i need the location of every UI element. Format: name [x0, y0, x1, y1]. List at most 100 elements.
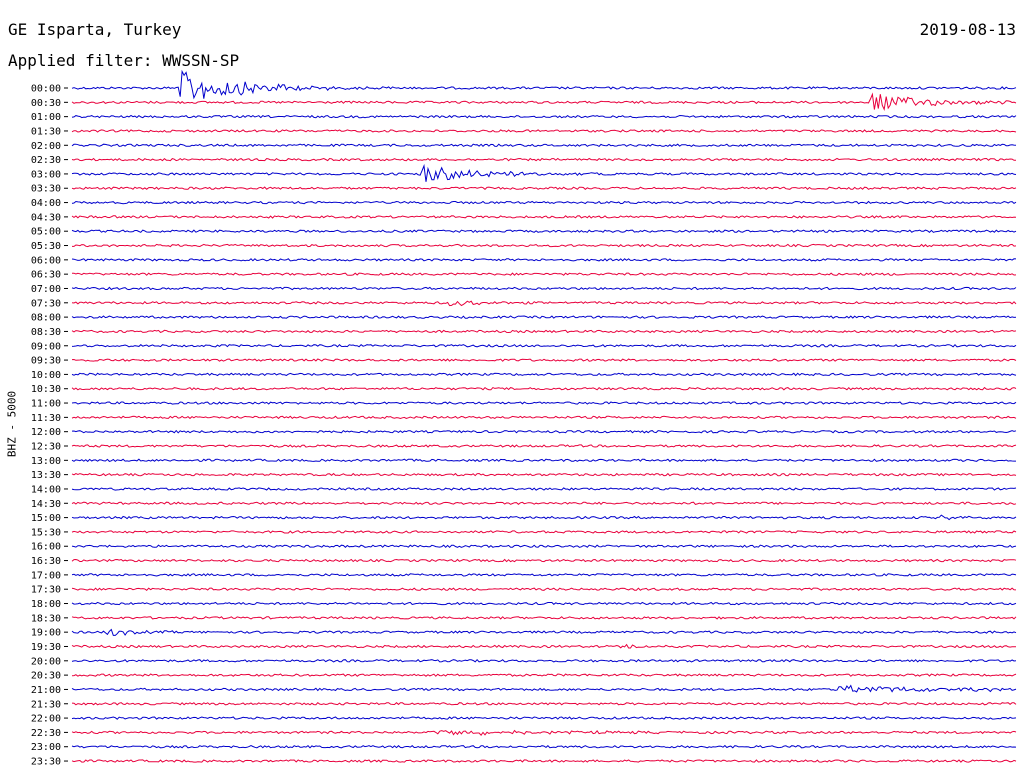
hour-tick-label: 17:00 — [31, 570, 61, 581]
seismic-trace — [71, 143, 1017, 148]
seismic-trace — [71, 429, 1017, 434]
seismic-trace — [71, 587, 1017, 591]
seismic-trace — [71, 501, 1017, 506]
hour-tick-label: 07:00 — [31, 284, 61, 295]
hour-tick-label: 12:00 — [31, 427, 61, 438]
seismic-trace — [71, 343, 1017, 348]
hour-tick-label: 19:30 — [31, 642, 61, 653]
hour-tick-label: 05:30 — [31, 241, 61, 252]
hour-tick-label: 20:00 — [31, 656, 61, 667]
seismic-trace — [71, 716, 1017, 720]
seismic-trace — [71, 163, 1017, 182]
seismic-trace — [71, 114, 1017, 119]
seismic-trace — [71, 286, 1017, 291]
seismic-trace — [71, 514, 1017, 521]
seismic-trace — [71, 759, 1017, 763]
seismic-trace — [71, 372, 1017, 377]
seismic-trace — [71, 729, 1017, 737]
hour-tick-label: 03:30 — [31, 184, 61, 195]
seismic-trace — [71, 628, 1017, 636]
seismic-trace — [71, 315, 1017, 319]
seismic-trace — [71, 544, 1017, 549]
hour-tick-label: 18:30 — [31, 613, 61, 624]
seismic-trace — [71, 186, 1017, 190]
seismic-trace — [71, 200, 1017, 205]
hour-tick-label: 17:30 — [31, 585, 61, 596]
station-title: GE Isparta, Turkey — [8, 20, 182, 39]
hour-tick-label: 08:30 — [31, 327, 61, 338]
hour-tick-label: 05:00 — [31, 227, 61, 238]
hour-tick-label: 04:00 — [31, 198, 61, 209]
seismic-trace — [71, 69, 1017, 100]
hour-tick-label: 08:00 — [31, 313, 61, 324]
seismic-trace — [71, 643, 1017, 649]
seismic-trace — [71, 702, 1017, 706]
hour-tick-label: 09:00 — [31, 341, 61, 352]
hour-tick-label: 02:30 — [31, 155, 61, 166]
seismic-trace — [71, 258, 1017, 262]
seismic-trace — [71, 573, 1017, 577]
seismic-trace — [71, 487, 1017, 491]
hour-tick-label: 22:30 — [31, 728, 61, 739]
hour-tick-label: 10:00 — [31, 370, 61, 381]
seismic-trace — [71, 386, 1017, 391]
hour-tick-label: 10:30 — [31, 384, 61, 395]
hour-tick-label: 23:30 — [31, 757, 61, 768]
seismic-trace — [72, 243, 1017, 248]
hour-tick-label: 18:00 — [31, 599, 61, 610]
hour-tick-label: 20:30 — [31, 671, 61, 682]
seismic-trace — [71, 458, 1016, 463]
hour-tick-label: 15:30 — [31, 527, 61, 538]
seismic-trace — [71, 329, 1017, 334]
seismic-trace — [71, 444, 1017, 448]
hour-tick-label: 11:30 — [31, 413, 61, 424]
seismic-trace — [71, 129, 1017, 133]
hour-tick-label: 07:30 — [31, 298, 61, 309]
hour-tick-label: 21:30 — [31, 699, 61, 710]
hour-tick-label: 01:30 — [31, 126, 61, 137]
hour-tick-label: 13:30 — [31, 470, 61, 481]
seismic-trace — [71, 658, 1017, 663]
seismic-trace — [71, 472, 1017, 477]
hour-tick-label: 11:00 — [31, 399, 61, 410]
hour-tick-label: 02:00 — [31, 141, 61, 152]
seismic-trace — [71, 673, 1017, 677]
hour-tick-label: 04:30 — [31, 212, 61, 223]
hour-tick-label: 22:00 — [31, 714, 61, 725]
hour-tick-label: 14:30 — [31, 499, 61, 510]
hour-tick-label: 09:30 — [31, 356, 61, 367]
filter-label: Applied filter: WWSSN-SP — [8, 51, 240, 70]
hour-tick-label: 00:30 — [31, 98, 61, 109]
seismic-trace — [71, 215, 1017, 219]
seismic-trace — [71, 530, 1017, 534]
seismic-trace — [71, 300, 1017, 307]
seismic-trace — [71, 684, 1017, 693]
seismic-trace — [71, 358, 1017, 362]
hour-tick-label: 06:00 — [31, 255, 61, 266]
seismic-trace — [71, 92, 1017, 111]
hour-tick-label: 01:00 — [31, 112, 61, 123]
hour-tick-label: 16:00 — [31, 542, 61, 553]
hour-tick-label: 16:30 — [31, 556, 61, 567]
hour-tick-label: 03:00 — [31, 169, 61, 180]
hour-tick-label: 13:00 — [31, 456, 61, 467]
hour-tick-label: 06:30 — [31, 270, 61, 281]
hour-tick-label: 12:30 — [31, 442, 61, 453]
seismic-trace — [71, 272, 1017, 276]
seismic-trace — [71, 401, 1017, 405]
seismic-trace — [71, 601, 1017, 606]
seismic-trace — [71, 558, 1017, 563]
seismic-trace — [71, 157, 1016, 162]
date-label: 2019-08-13 — [919, 20, 1016, 39]
hour-tick-label: 23:00 — [31, 742, 61, 753]
seismic-trace — [71, 415, 1017, 420]
seismic-trace — [71, 616, 1017, 620]
seismic-trace — [71, 744, 1017, 749]
seismic-trace — [71, 229, 1017, 233]
hour-tick-label: 21:00 — [31, 685, 61, 696]
hour-tick-label: 00:00 — [31, 84, 61, 95]
hour-tick-label: 15:00 — [31, 513, 61, 524]
hour-tick-label: 19:00 — [31, 628, 61, 639]
hour-tick-label: 14:00 — [31, 484, 61, 495]
